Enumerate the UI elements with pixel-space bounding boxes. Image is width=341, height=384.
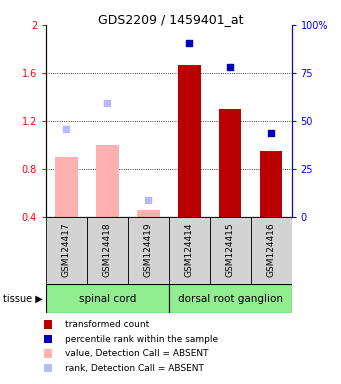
Point [146, 197, 151, 203]
Bar [260, 151, 282, 217]
Text: spinal cord: spinal cord [79, 293, 136, 304]
Text: GSM124417: GSM124417 [62, 222, 71, 277]
Bar [251, 217, 292, 284]
Point [64, 126, 69, 132]
Text: GSM124415: GSM124415 [226, 222, 235, 277]
Bar [210, 217, 251, 284]
Point [227, 64, 233, 70]
Text: transformed count: transformed count [65, 320, 149, 329]
Bar [46, 284, 169, 313]
Text: percentile rank within the sample: percentile rank within the sample [65, 334, 218, 344]
Text: GSM124414: GSM124414 [185, 222, 194, 277]
Point [187, 40, 192, 46]
Text: rank, Detection Call = ABSENT: rank, Detection Call = ABSENT [65, 364, 204, 373]
Text: tissue ▶: tissue ▶ [3, 294, 43, 304]
Point [268, 130, 274, 136]
Bar [169, 217, 210, 284]
Text: GSM124419: GSM124419 [144, 222, 153, 277]
Bar [96, 145, 119, 217]
Text: GSM124416: GSM124416 [267, 222, 276, 277]
Bar [46, 217, 87, 284]
Bar [87, 217, 128, 284]
Text: GSM124418: GSM124418 [103, 222, 112, 277]
Text: value, Detection Call = ABSENT: value, Detection Call = ABSENT [65, 349, 208, 358]
Bar [169, 284, 292, 313]
Point [105, 100, 110, 106]
Text: dorsal root ganglion: dorsal root ganglion [178, 293, 283, 304]
Bar [178, 65, 201, 217]
Bar [137, 210, 160, 217]
Bar [219, 109, 241, 217]
Text: GDS2209 / 1459401_at: GDS2209 / 1459401_at [98, 13, 243, 26]
Bar [128, 217, 169, 284]
Bar [55, 157, 78, 217]
